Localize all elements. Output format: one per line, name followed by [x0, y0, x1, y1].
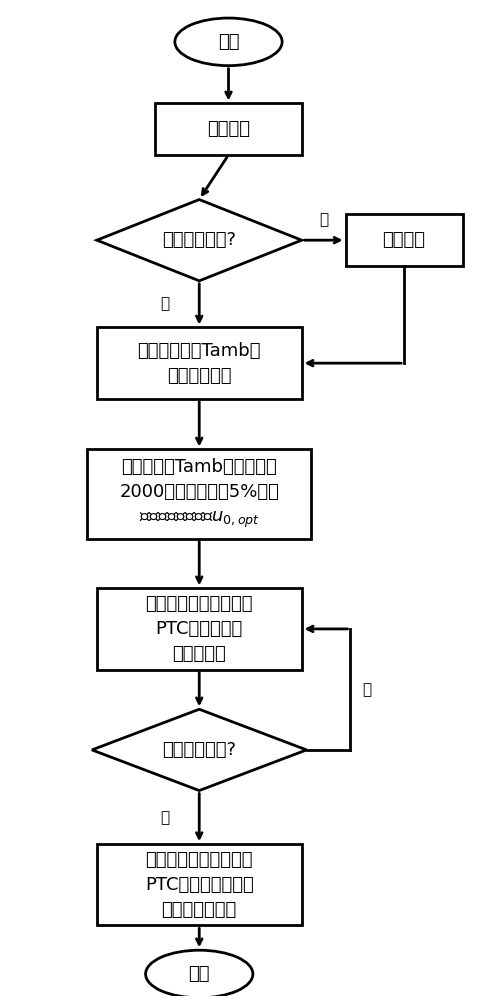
- Text: 是否存在故障?: 是否存在故障?: [162, 231, 236, 249]
- Text: 电池执行恒压放电模式
PTC加热器运行
循环泵运行: 电池执行恒压放电模式 PTC加热器运行 循环泵运行: [145, 595, 253, 663]
- Text: 是: 是: [161, 810, 170, 825]
- Text: 否: 否: [363, 682, 372, 697]
- Text: 故障处理: 故障处理: [382, 231, 426, 249]
- Text: 开始: 开始: [218, 33, 239, 51]
- Text: 电池退出恒压放电模式
PTC加热器停止运行
循环泵停止运行: 电池退出恒压放电模式 PTC加热器停止运行 循环泵停止运行: [145, 851, 253, 919]
- Text: 是: 是: [319, 212, 328, 227]
- Text: 达到预热目标?: 达到预热目标?: [162, 741, 236, 759]
- Text: 采集环境温度Tamb及
电池状态信息: 采集环境温度Tamb及 电池状态信息: [137, 342, 261, 385]
- Text: 否: 否: [161, 297, 170, 312]
- Text: 系统自检: 系统自检: [207, 120, 250, 138]
- Text: 结束: 结束: [188, 965, 210, 983]
- Text: 以环境温度Tamb，循环次数
2000次，容量损失5%计算
电池最优放电电压$u_{0,opt}$: 以环境温度Tamb，循环次数 2000次，容量损失5%计算 电池最优放电电压$u…: [120, 458, 279, 530]
